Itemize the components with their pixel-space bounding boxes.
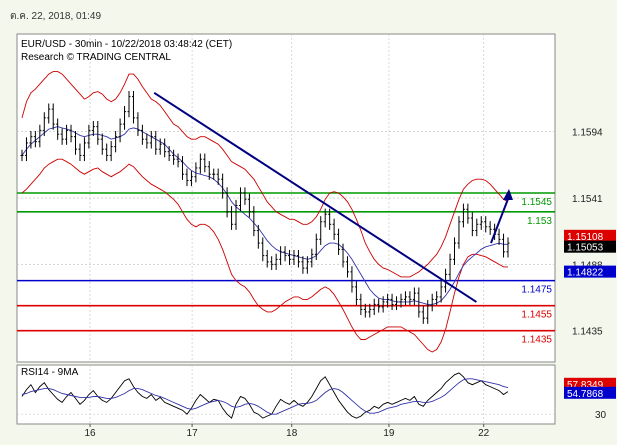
projection-arrow-head <box>503 188 513 200</box>
bollinger-upper-line <box>21 71 509 278</box>
level-label-1.1455: 1.1455 <box>521 310 552 321</box>
x-tick-label-18: 18 <box>286 428 298 439</box>
rsi-tag-label-54.7868: 54.7868 <box>567 389 604 400</box>
moving-average-line <box>21 126 508 305</box>
price-tag-label-1.14822: 1.14822 <box>567 268 604 279</box>
rsi-ma-line <box>21 378 509 415</box>
level-label-1.153: 1.153 <box>527 216 552 227</box>
level-label-1.1475: 1.1475 <box>521 285 552 296</box>
price-tag-1.14822 <box>564 265 616 278</box>
bollinger-lower-line <box>21 158 508 353</box>
rsi-tag-label-57.8349: 57.8349 <box>567 380 604 391</box>
resistance-trend-line <box>153 92 477 303</box>
price-tag-1.15108 <box>564 229 616 242</box>
y-tick-label-1.1435: 1.1435 <box>572 327 603 338</box>
projection-arrow-shaft <box>490 198 509 244</box>
x-tick-label-17: 17 <box>187 428 199 439</box>
y-tick-label-1.1594: 1.1594 <box>572 128 603 139</box>
price-tag-1.15053 <box>564 240 616 253</box>
level-label-1.1435: 1.1435 <box>521 335 552 346</box>
rsi-y-tick-label-30: 30 <box>595 410 607 421</box>
rsi-line <box>21 372 509 419</box>
chart-title: EUR/USD - 30min - 10/22/2018 03:48:42 (C… <box>21 39 232 50</box>
rsi-panel <box>16 364 556 425</box>
rsi-title: RSI14 - 9MA <box>21 367 79 378</box>
price-tag-label-1.15053: 1.15053 <box>567 243 604 254</box>
x-tick-label-22: 22 <box>478 428 490 439</box>
rsi-tag-54.7868 <box>564 386 616 399</box>
level-label-1.1545: 1.1545 <box>521 197 552 208</box>
timestamp: ต.ค. 22, 2018, 01:49 <box>10 11 102 22</box>
x-tick-label-19: 19 <box>383 428 395 439</box>
price-tag-label-1.15108: 1.15108 <box>567 232 604 243</box>
x-tick-label-16: 16 <box>84 428 96 439</box>
chart-subtitle: Research © TRADING CENTRAL <box>21 52 171 63</box>
y-tick-label-1.1541: 1.1541 <box>572 194 603 205</box>
